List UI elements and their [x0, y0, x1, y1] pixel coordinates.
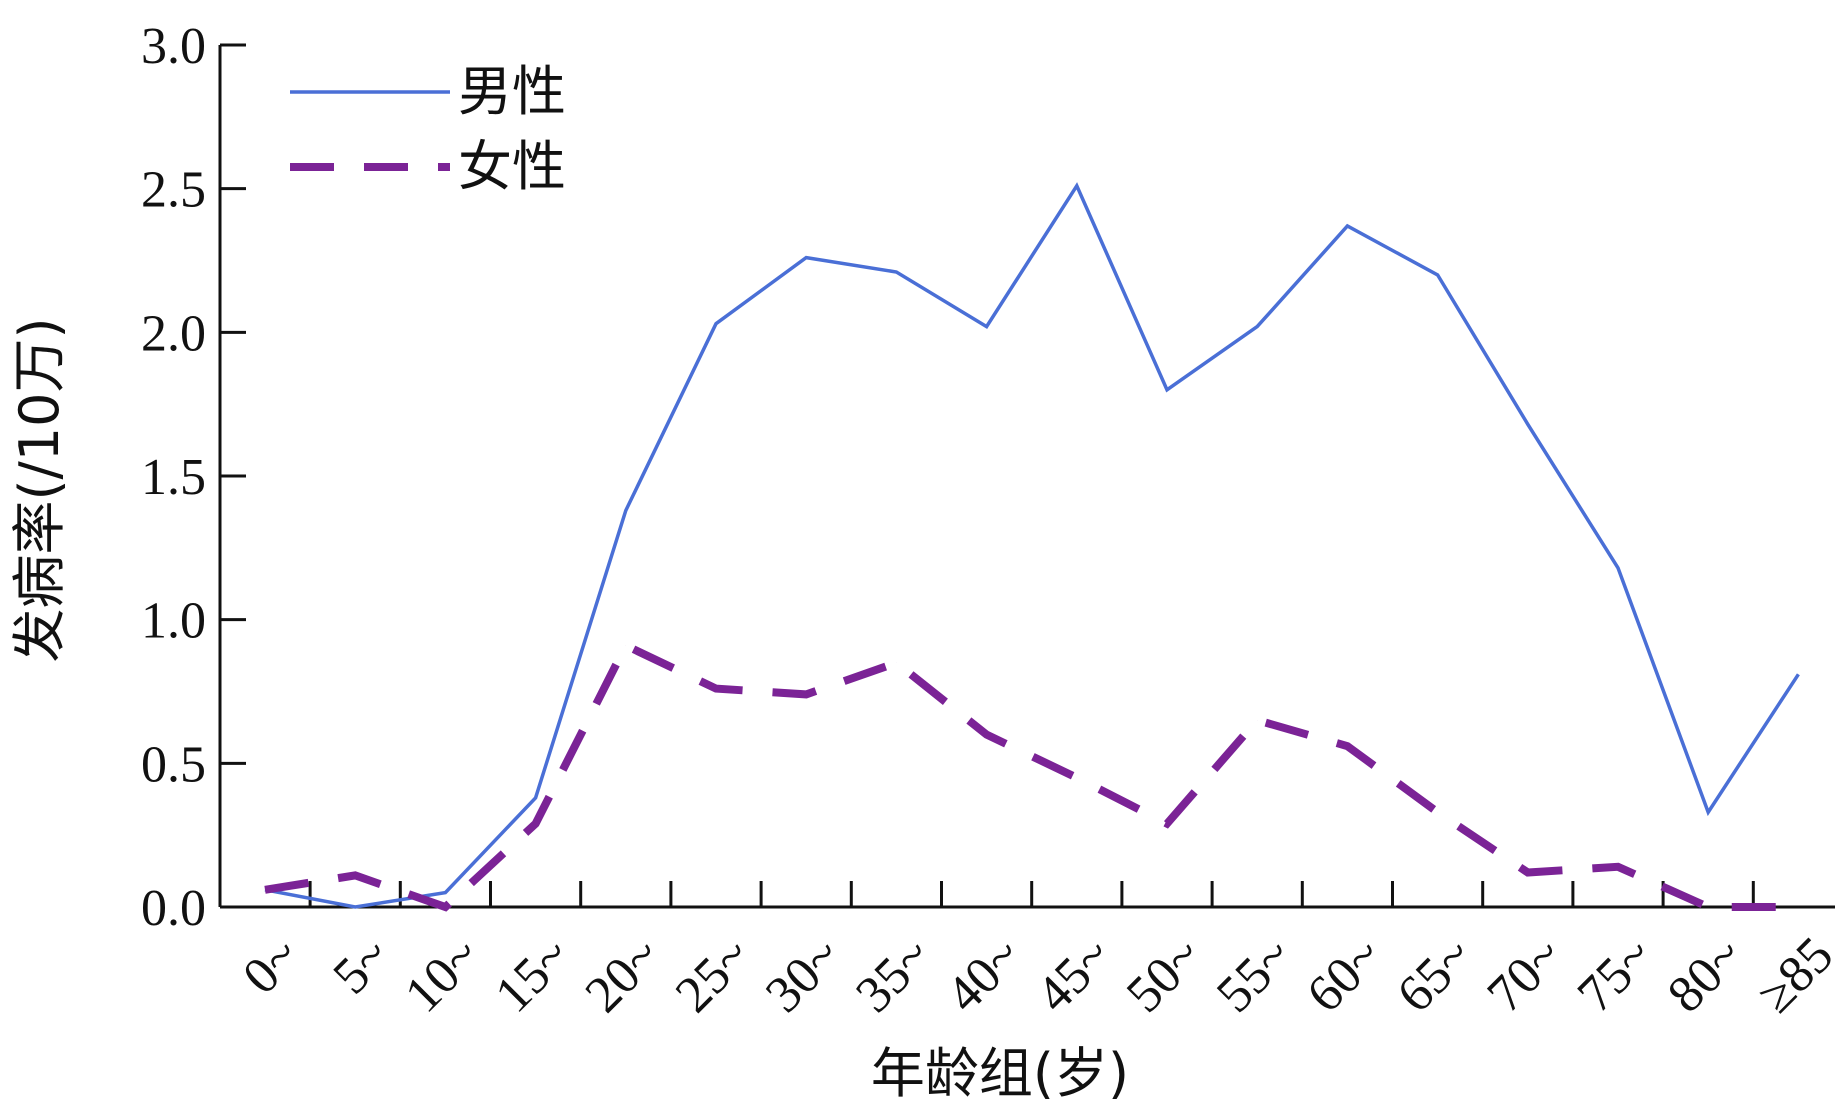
- x-tick-label: 80~: [1657, 927, 1754, 1024]
- x-tick-label: 60~: [1296, 927, 1393, 1024]
- x-tick-label: 25~: [665, 927, 762, 1024]
- y-tick-label: 3.0: [141, 18, 206, 75]
- x-tick-label: 0~: [232, 927, 311, 1006]
- y-tick-label: 0.5: [141, 736, 206, 793]
- y-tick-label: 2.5: [141, 162, 206, 219]
- x-tick-label: 15~: [485, 927, 582, 1024]
- x-tick-label: 30~: [755, 927, 852, 1024]
- x-tick-label: 10~: [394, 927, 491, 1024]
- x-tick-label: 5~: [323, 927, 402, 1006]
- x-tick-label: 40~: [936, 927, 1033, 1024]
- y-tick-label: 1.0: [141, 593, 206, 650]
- series-line-female: [264, 640, 1799, 912]
- x-tick-label: 55~: [1206, 927, 1303, 1024]
- x-tick-label: ≥85: [1747, 927, 1842, 1024]
- series-line-male: [264, 182, 1800, 909]
- x-tick-label: 45~: [1026, 927, 1123, 1024]
- series-layer: [264, 182, 1800, 912]
- x-tick-label: 20~: [575, 927, 672, 1024]
- legend-label-female: 女性: [458, 135, 566, 198]
- x-tick-label: 35~: [845, 927, 942, 1024]
- x-tick-label: 70~: [1477, 927, 1574, 1024]
- y-tick-label: 1.5: [141, 449, 206, 506]
- x-tick-label: 75~: [1567, 927, 1664, 1024]
- x-tick-label: 50~: [1116, 927, 1213, 1024]
- x-tick-label: 65~: [1387, 927, 1484, 1024]
- x-axis-title: 年龄组(岁): [871, 1042, 1129, 1105]
- legend-label-male: 男性: [458, 60, 566, 123]
- y-tick-label: 2.0: [141, 305, 206, 362]
- y-tick-label: 0.0: [141, 880, 206, 937]
- y-axis-title: 发病率(/10万): [8, 317, 71, 662]
